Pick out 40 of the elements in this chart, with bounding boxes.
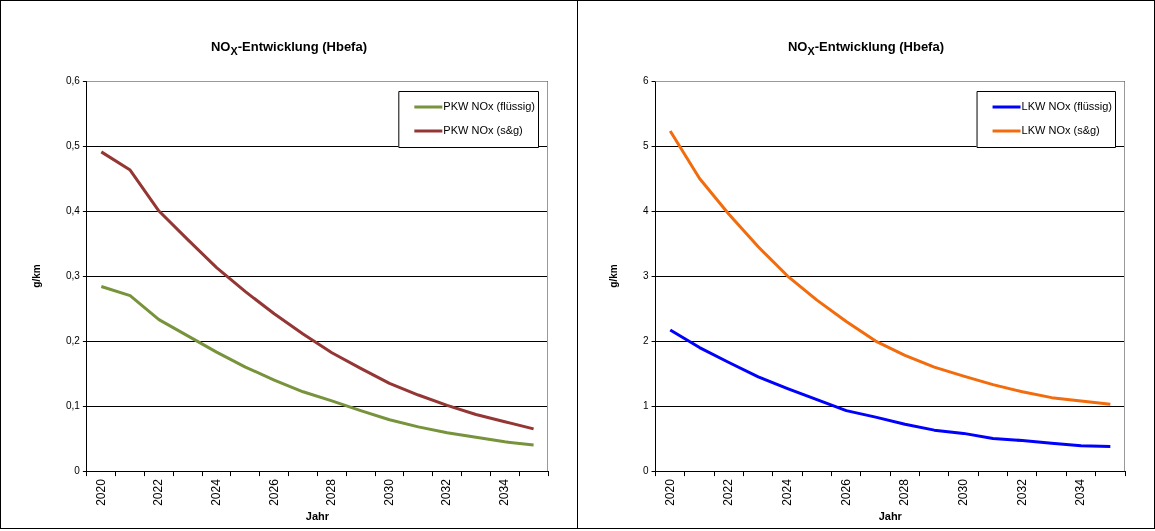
chart-title: NO$_{X}$-Entwicklung (Hbefa) [210,39,368,57]
x-tick-label: 2034 [1073,478,1088,506]
x-tick-label: 2028 [897,478,912,506]
y-tick-label: 0,2 [66,334,81,346]
y-tick-label: 6 [643,74,649,86]
y-tick-label: 0,6 [66,74,81,86]
x-axis-title: Jahr [878,510,903,523]
y-tick-label: 4 [643,204,649,216]
x-tick-label: 2030 [381,478,396,506]
y-tick-label: 5 [643,139,649,151]
x-axis-title: Jahr [305,510,330,523]
y-tick-label: 0 [643,464,649,476]
x-tick-label: 2026 [266,478,281,506]
x-tick-label: 2032 [439,478,454,506]
x-tick-label: 2024 [779,478,794,506]
y-tick-label: 0,5 [66,139,81,151]
x-tick-label: 2022 [721,478,736,506]
legend-label: PKW NOx (s&g) [443,124,523,137]
x-tick-label: 2028 [324,478,339,506]
x-tick-label: 2024 [208,478,223,506]
legend-label: LKW NOx (flüssig) [1021,100,1113,113]
x-tick-label: 2030 [955,478,970,506]
x-tick-label: 2022 [151,478,166,506]
y-tick-label: 1 [643,399,649,411]
y-axis-title: g/km [607,264,619,288]
y-tick-label: 0,4 [66,204,81,216]
y-tick-label: 0 [74,464,81,476]
x-tick-label: 2034 [497,478,512,506]
x-tick-label: 2026 [838,478,853,506]
y-tick-label: 2 [643,334,649,346]
y-axis-title: g/km [30,264,42,288]
y-tick-label: 0,1 [66,399,81,411]
y-tick-label: 0,3 [66,269,81,281]
x-tick-label: 2032 [1014,478,1029,506]
x-tick-label: 2020 [662,478,677,506]
legend-label: PKW NOx (flüssig) [443,100,536,113]
y-tick-label: 3 [643,269,649,281]
legend-label: LKW NOx (s&g) [1021,124,1100,137]
x-tick-label: 2020 [93,478,108,506]
chart-title: NO$_{X}$-Entwicklung (Hbefa) [787,39,945,57]
